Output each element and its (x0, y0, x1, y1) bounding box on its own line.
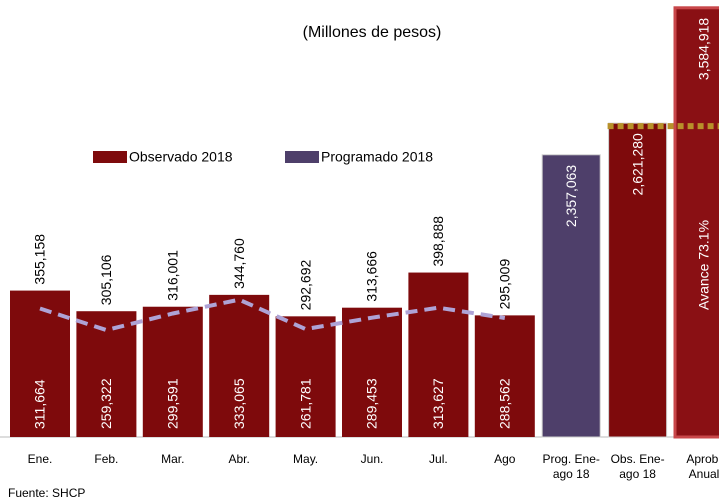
summary-bar (608, 122, 668, 438)
value-label: 3,584,918 (696, 18, 712, 80)
source: Fuente: SHCP (8, 486, 85, 500)
bar (342, 307, 402, 437)
value-label: 2,357,063 (563, 165, 579, 227)
value-label: 295,009 (497, 259, 513, 310)
x-tick-label: Jun. (360, 452, 384, 466)
value-label: 344,760 (231, 238, 247, 289)
value-label: 299,591 (165, 378, 181, 429)
legend-swatch (285, 151, 319, 163)
value-label: 288,562 (497, 378, 513, 429)
x-tick-label: Mar. (161, 452, 185, 466)
value-label: 289,453 (364, 378, 380, 429)
value-label: 2,621,280 (629, 133, 645, 195)
legend-swatch (93, 151, 127, 163)
annotation: Avance 73.1% (696, 220, 712, 310)
value-label: 313,666 (364, 251, 380, 302)
x-tick-label: Feb. (94, 452, 119, 466)
x-tick-label: Abr. (228, 452, 250, 466)
bar (474, 315, 535, 437)
value-label: 311,664 (32, 379, 48, 429)
x-tick-label: Ago (494, 452, 516, 466)
subtitle: (Millones de pesos) (303, 24, 442, 41)
value-label: 316,001 (165, 250, 181, 301)
value-label: 313,627 (430, 378, 446, 429)
value-label: 355,158 (32, 234, 48, 285)
value-label: 398,888 (430, 216, 446, 267)
bar (209, 294, 270, 437)
x-tick-label: Obs. Ene-ago 18 (610, 452, 665, 481)
legend-label: Programado 2018 (321, 149, 433, 165)
value-label: 333,065 (231, 378, 247, 429)
bar (275, 316, 336, 437)
x-tick-label: Prog. Ene-ago 18 (542, 452, 600, 481)
value-label: 261,781 (297, 378, 313, 429)
bar (76, 311, 137, 437)
bar (408, 272, 469, 437)
x-tick-label: Jul. (429, 452, 448, 466)
line (39, 297, 506, 333)
value-label: 292,692 (297, 260, 313, 311)
bar (142, 306, 203, 437)
x-tick-label: Aprob. Anual (686, 452, 719, 481)
value-label: 305,106 (98, 254, 114, 305)
legend-label: Observado 2018 (129, 149, 233, 165)
summary-bar (673, 6, 719, 439)
value-label: 259,322 (98, 378, 114, 429)
summary-bar (541, 154, 601, 438)
x-tick-label: May. (293, 452, 319, 466)
x-tick-label: Ene. (27, 452, 53, 466)
